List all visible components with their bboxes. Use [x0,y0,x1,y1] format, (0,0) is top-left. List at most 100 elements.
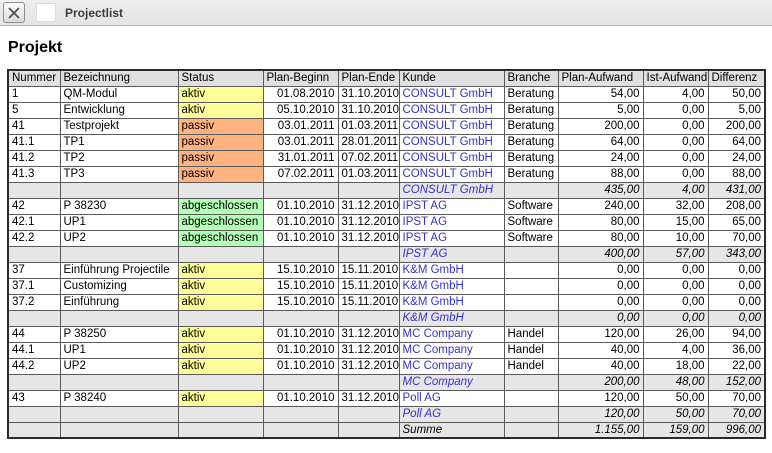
cell-plan_beginn [262,421,339,439]
cell-plan_aufwand: 5,00 [557,101,644,119]
kunde-link[interactable]: CONSULT GmbH [402,184,494,196]
cell-plan_ende: 15.11.2010 [337,293,400,311]
kunde-link[interactable]: IPST AG [402,232,448,244]
cell-status [177,373,264,391]
tab-checkbox[interactable] [36,3,56,22]
kunde-link[interactable]: IPST AG [402,216,448,228]
kunde-link[interactable]: MC Company [402,360,473,372]
cell-status: passiv [177,133,264,151]
column-header-nummer: Nummer [7,69,61,87]
cell-kunde: IPST AG [398,197,505,215]
group-summary-row: IPST AG 400,00 57,00 343,00 [7,245,766,263]
cell-plan_ende: 01.03.2011 [337,165,400,183]
kunde-link[interactable]: Poll AG [402,392,441,404]
cell-differenz: 431,00 [707,181,766,199]
kunde-link[interactable]: IPST AG [402,200,448,212]
cell-status: aktiv [177,261,264,279]
cell-plan_ende: 31.12.2010 [337,341,400,359]
table-row: 42.2 UP2 abgeschlossen 01.10.2010 31.12.2010… [7,229,766,247]
cell-bezeichnung: Einführung [59,293,179,311]
kunde-link[interactable]: MC Company [402,344,473,356]
kunde-link[interactable]: CONSULT GmbH [402,88,493,100]
cell-status: aktiv [177,293,264,311]
cell-nummer [7,373,61,391]
cell-nummer: 41.3 [7,165,61,183]
cell-branche [503,181,559,199]
cell-nummer [7,181,61,199]
cell-plan_aufwand: 64,00 [557,133,644,151]
kunde-link[interactable]: MC Company [402,376,473,388]
cell-plan_aufwand: 240,00 [557,197,644,215]
titlebar: Projectlist [0,0,772,26]
cell-status: passiv [177,165,264,183]
cell-differenz: 65,00 [707,213,766,231]
cell-kunde: MC Company [398,373,505,391]
cell-plan_beginn: 03.01.2011 [262,117,339,135]
close-icon [7,6,21,20]
kunde-link[interactable]: K&M GmbH [402,280,464,292]
table-row: 37 Einführung Projectile aktiv 15.10.2010 15… [7,261,766,279]
cell-status: passiv [177,149,264,167]
cell-kunde: Poll AG [398,405,505,423]
kunde-link[interactable]: K&M GmbH [402,264,464,276]
cell-kunde: K&M GmbH [398,293,505,311]
cell-differenz: 24,00 [707,149,766,167]
cell-plan_ende: 31.12.2010 [337,197,400,215]
cell-branche [503,421,559,439]
group-summary-row: Poll AG 120,00 50,00 70,00 [7,405,766,423]
cell-ist_aufwand: 0,00 [642,277,709,295]
cell-ist_aufwand: 0,00 [642,309,709,327]
cell-plan_beginn: 03.01.2011 [262,133,339,151]
cell-ist_aufwand: 15,00 [642,213,709,231]
cell-status: aktiv [177,101,264,119]
cell-nummer: 1 [7,85,61,103]
kunde-link[interactable]: CONSULT GmbH [402,104,493,116]
cell-plan_beginn [262,373,339,391]
table-row: 42 P 38230 abgeschlossen 01.10.2010 31.12.20… [7,197,766,215]
cell-plan_aufwand: 0,00 [557,277,644,295]
kunde-link[interactable]: CONSULT GmbH [402,120,493,132]
cell-kunde: MC Company [398,357,505,375]
kunde-link[interactable]: K&M GmbH [402,312,464,324]
cell-branche: Beratung [503,165,559,183]
close-button[interactable] [3,2,25,23]
cell-bezeichnung: P 38230 [59,197,179,215]
cell-differenz: 5,00 [707,101,766,119]
cell-plan_beginn: 31.01.2011 [262,149,339,167]
column-header-kunde: Kunde [398,69,505,87]
cell-differenz: 22,00 [707,357,766,375]
kunde-link[interactable]: CONSULT GmbH [402,168,493,180]
cell-kunde: CONSULT GmbH [398,85,505,103]
kunde-link[interactable]: MC Company [402,328,473,340]
cell-plan_beginn: 01.10.2010 [262,197,339,215]
cell-plan_aufwand: 200,00 [557,373,644,391]
cell-nummer [7,405,61,423]
cell-status [177,421,264,439]
cell-kunde: K&M GmbH [398,309,505,327]
cell-plan_beginn [262,309,339,327]
cell-plan_beginn: 15.10.2010 [262,277,339,295]
kunde-link[interactable]: Poll AG [402,408,442,420]
cell-differenz: 343,00 [707,245,766,263]
cell-differenz: 64,00 [707,133,766,151]
cell-bezeichnung [59,309,179,327]
table-row: 41.2 TP2 passiv 31.01.2011 07.02.2011 CONSULT… [7,149,766,167]
kunde-link[interactable]: K&M GmbH [402,296,464,308]
cell-bezeichnung: TP1 [59,133,179,151]
cell-plan_ende: 15.11.2010 [337,277,400,295]
table-row: 5 Entwicklung aktiv 05.10.2010 31.10.2010 CON… [7,101,766,119]
cell-ist_aufwand: 26,00 [642,325,709,343]
kunde-link[interactable]: CONSULT GmbH [402,152,493,164]
cell-branche: Beratung [503,101,559,119]
cell-plan_ende: 31.10.2010 [337,101,400,119]
cell-branche [503,293,559,311]
kunde-link[interactable]: IPST AG [402,248,448,260]
cell-branche: Software [503,197,559,215]
kunde-link[interactable]: CONSULT GmbH [402,136,493,148]
cell-branche [503,309,559,327]
cell-bezeichnung [59,421,179,439]
cell-plan_beginn [262,181,339,199]
cell-differenz: 0,00 [707,309,766,327]
cell-status [177,245,264,263]
cell-plan_ende: 31.10.2010 [337,85,400,103]
